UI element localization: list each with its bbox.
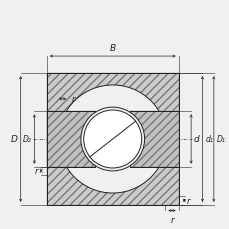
Bar: [130, 112, 178, 167]
FancyBboxPatch shape: [47, 74, 178, 205]
Text: d: d: [193, 135, 199, 144]
Text: r: r: [35, 166, 38, 175]
Circle shape: [58, 86, 166, 193]
Text: r: r: [169, 215, 173, 224]
Text: d₁: d₁: [204, 135, 212, 144]
Text: D₁: D₁: [216, 135, 224, 144]
Circle shape: [80, 108, 144, 171]
Text: D₂: D₂: [23, 135, 31, 144]
Text: r: r: [71, 95, 75, 104]
Bar: [47, 112, 95, 167]
Bar: [130, 112, 178, 167]
Text: B: B: [109, 44, 115, 53]
Bar: [47, 112, 95, 167]
Text: r: r: [186, 196, 190, 205]
Text: D: D: [11, 135, 18, 144]
Circle shape: [83, 111, 141, 168]
